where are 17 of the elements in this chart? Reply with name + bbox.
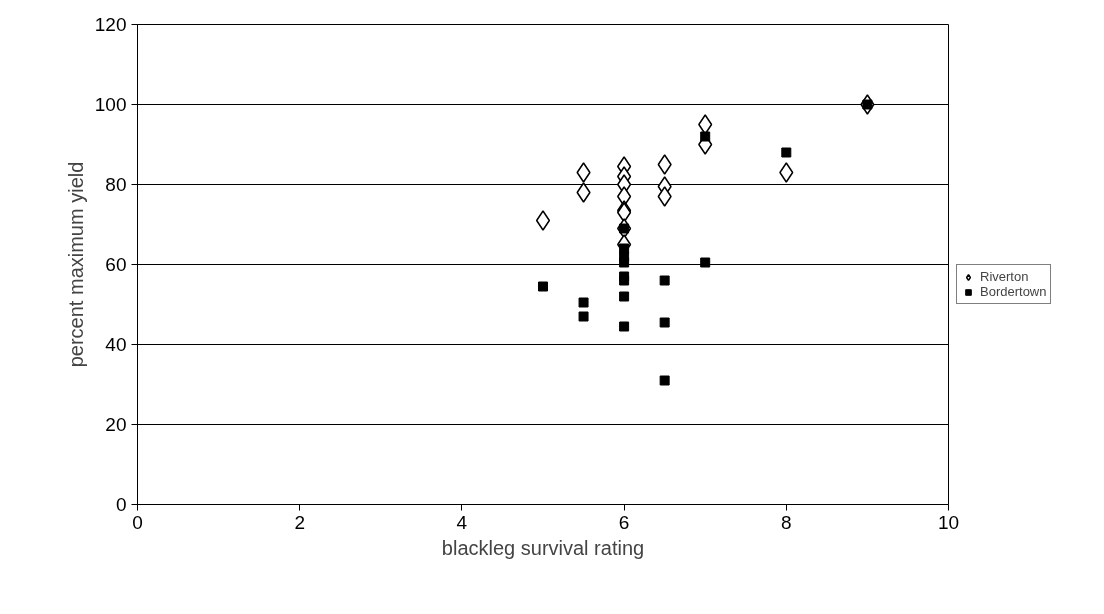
x-tick-label: 4 <box>456 511 468 533</box>
y-tick-label: 40 <box>105 334 127 355</box>
y-tick-label: 60 <box>105 254 127 275</box>
x-tick-label: 2 <box>294 511 305 533</box>
y-tick-label: 80 <box>105 174 127 195</box>
x-tick-label: 0 <box>132 511 143 533</box>
y-tick-label: 0 <box>115 494 127 515</box>
x-tick-label: 6 <box>618 511 630 533</box>
y-tick-label: 120 <box>94 14 127 35</box>
legend-label: Bordertown <box>980 284 1047 299</box>
y-axis-title: percent maximum yield <box>64 161 87 368</box>
x-tick-label: 8 <box>781 511 792 533</box>
legend-label: Riverton <box>980 269 1029 284</box>
y-tick-label: 20 <box>105 414 127 435</box>
x-tick-label: 10 <box>937 511 960 533</box>
y-tick-label: 100 <box>94 94 127 115</box>
x-axis-title: blackleg survival rating <box>441 536 645 559</box>
